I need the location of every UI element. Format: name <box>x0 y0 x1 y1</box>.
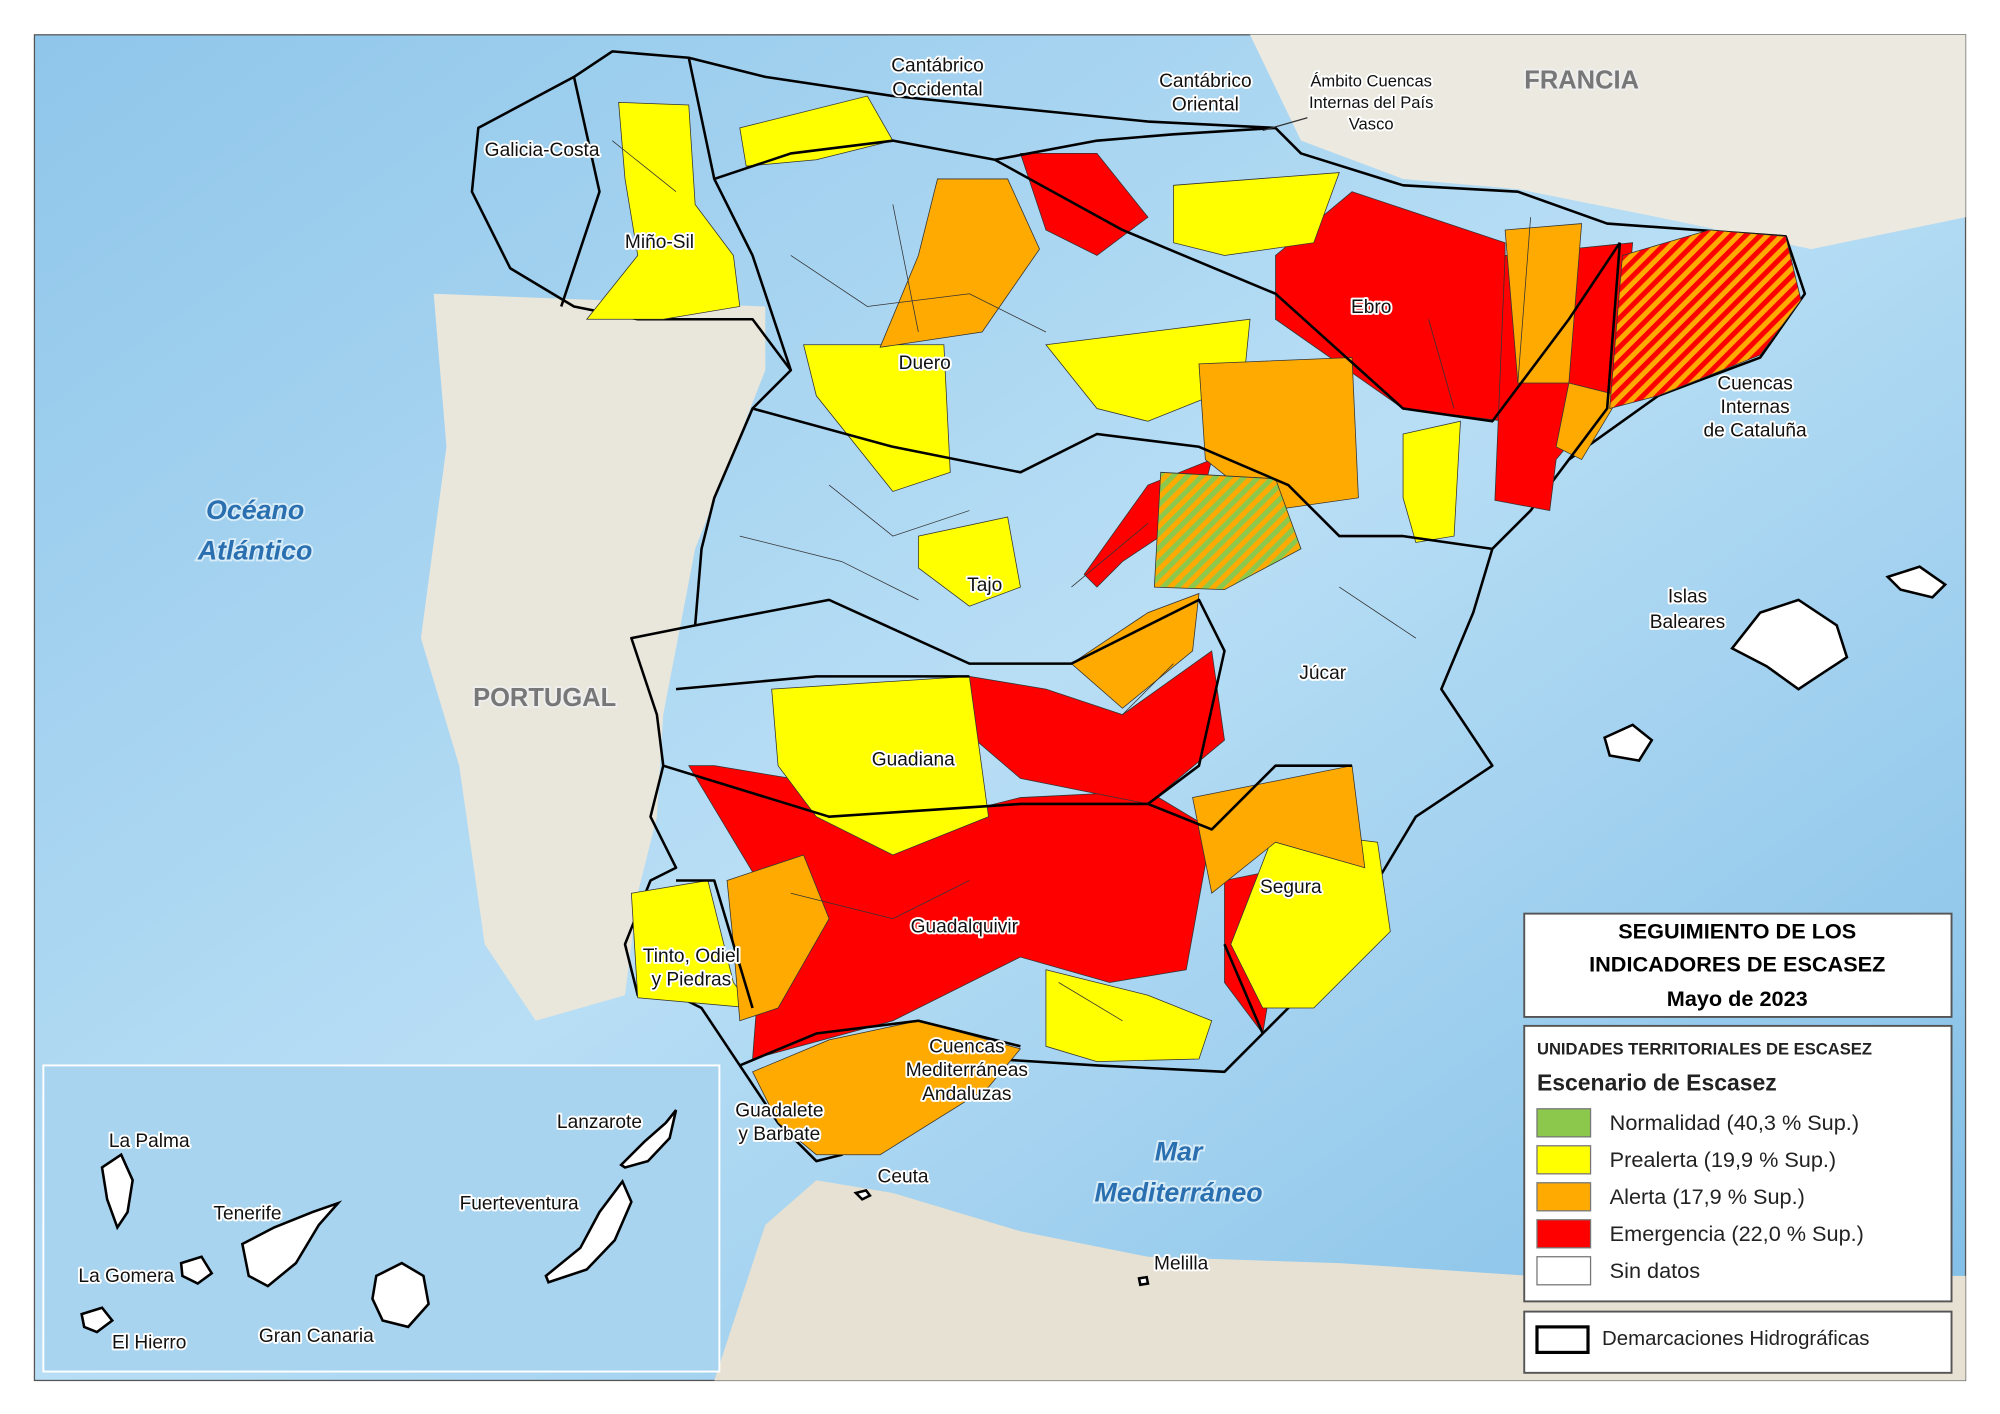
map-label: Tenerife <box>213 1204 281 1225</box>
map-label: Mediterráneas <box>906 1060 1028 1081</box>
map-label: Melilla <box>1154 1253 1209 1274</box>
scarcity-unit <box>585 102 741 320</box>
ceuta <box>853 1188 872 1201</box>
map-label: Cuencas <box>1717 373 1792 394</box>
map-label: Océano <box>206 495 304 525</box>
scarcity-unit <box>879 178 1040 348</box>
legend-heading: UNIDADES TERRITORIALES DE ESCASEZ <box>1537 1039 1872 1058</box>
land-portugal <box>420 293 766 1021</box>
scarcity-unit <box>803 344 951 492</box>
map-label: Guadiana <box>872 750 955 771</box>
map-label: Miño-Sil <box>625 232 694 253</box>
scarcity-unit <box>1173 172 1340 256</box>
scarcity-unit <box>1019 153 1149 256</box>
legend-swatch <box>1536 1256 1592 1286</box>
melilla <box>1137 1275 1150 1287</box>
legend: SEGUIMIENTO DE LOS INDICADORES DE ESCASEZ… <box>1523 912 1953 1374</box>
map-label: Occidental <box>892 79 982 100</box>
map-label: Internas del País <box>1309 93 1433 112</box>
map-label: Galicia-Costa <box>485 140 600 161</box>
legend-subheading: Escenario de Escasez <box>1537 1070 1777 1096</box>
map-label: Guadalquivir <box>911 917 1019 938</box>
leader-line <box>1262 117 1308 132</box>
legend-item: Alerta (17,9 % Sup.) <box>1610 1184 1805 1209</box>
map-label: Gran Canaria <box>259 1326 374 1347</box>
scarcity-unit <box>968 650 1225 805</box>
legend-item: Sin datos <box>1610 1258 1701 1283</box>
map-label: Tinto, Odiel <box>643 946 740 967</box>
scarcity-unit <box>1230 829 1391 1009</box>
basin-boundaries <box>560 57 1622 1067</box>
map-label: La Gomera <box>78 1266 174 1287</box>
map-label: Ámbito Cuencas <box>1310 71 1432 90</box>
map-label: y Piedras <box>651 970 731 991</box>
legend-swatch <box>1536 1182 1592 1212</box>
scarcity-unit <box>1192 765 1366 894</box>
map-label: Oriental <box>1172 95 1239 116</box>
map-label: La Palma <box>109 1131 190 1152</box>
map-label: de Cataluña <box>1704 421 1808 442</box>
sub-boundaries <box>612 140 1531 1022</box>
map-label: Islas <box>1668 586 1707 607</box>
map-label: PORTUGAL <box>473 684 616 712</box>
canary-islands <box>80 1109 678 1334</box>
map-label: Mediterráneo <box>1095 1177 1263 1207</box>
scarcity-unit <box>1609 229 1802 410</box>
map-label: Internas <box>1721 397 1790 418</box>
map-label: Andaluzas <box>922 1084 1011 1105</box>
legend-swatch <box>1536 1219 1592 1249</box>
legend-item: Normalidad (40,3 % Sup.) <box>1610 1110 1859 1135</box>
legend-item: Emergencia (22,0 % Sup.) <box>1610 1221 1864 1246</box>
scarcity-unit <box>917 516 1021 607</box>
map-label: Atlántico <box>197 536 313 566</box>
map-frame: FRANCIA PORTUGAL Océano Atlántico Mar Mediter… <box>33 34 1967 1382</box>
legend-title: SEGUIMIENTO DE LOS <box>1618 918 1856 943</box>
map-label: El Hierro <box>112 1333 186 1354</box>
map-label: Guadalete <box>735 1100 823 1121</box>
map-label: Mar <box>1155 1137 1204 1167</box>
scarcity-unit <box>1555 382 1621 461</box>
spain-normal <box>470 50 1807 1163</box>
map-label: Fuerteventura <box>460 1193 579 1214</box>
scarcity-unit <box>1402 420 1461 543</box>
map-label: Júcar <box>1299 663 1346 684</box>
land-france <box>1250 34 1966 250</box>
scarcity-unit <box>1198 357 1359 511</box>
map-label: Ebro <box>1351 297 1391 318</box>
legend-swatch <box>1536 1108 1592 1138</box>
legend-item: Prealerta (19,9 % Sup.) <box>1610 1147 1836 1172</box>
map-label: FRANCIA <box>1524 67 1639 95</box>
boundary-swatch <box>1535 1325 1590 1355</box>
scarcity-unit <box>752 1020 1022 1156</box>
legend-boundary: Demarcaciones Hidrográficas <box>1602 1328 1869 1350</box>
scarcity-unit <box>1504 223 1583 384</box>
legend-swatch <box>1536 1145 1592 1175</box>
map-label: Tajo <box>967 575 1002 596</box>
scarcity-unit <box>739 95 894 167</box>
map-label: Duero <box>899 353 951 374</box>
baleares <box>1603 565 1948 762</box>
map-label: Baleares <box>1650 612 1725 633</box>
scarcity-unit <box>1070 592 1200 709</box>
scarcity-unit <box>1045 969 1213 1062</box>
map-label: Segura <box>1260 877 1322 898</box>
legend-title: INDICADORES DE ESCASEZ <box>1589 952 1885 977</box>
map-label: Cantábrico <box>1159 71 1252 92</box>
map-label: Cantábrico <box>891 56 984 77</box>
map-label: Vasco <box>1349 115 1394 134</box>
map-label: Ceuta <box>878 1167 929 1188</box>
map-label: y Barbate <box>738 1124 820 1145</box>
scarcity-unit <box>1045 318 1251 422</box>
map-label: Lanzarote <box>557 1112 642 1133</box>
scarcity-unit <box>1153 471 1302 591</box>
map-label: Cuencas <box>929 1037 1004 1058</box>
legend-title: Mayo de 2023 <box>1667 986 1808 1011</box>
